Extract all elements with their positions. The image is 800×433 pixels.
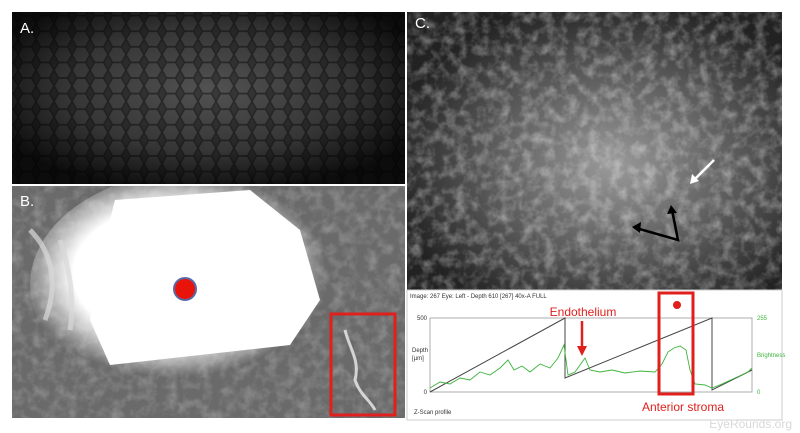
- zscan-caption: Z-Scan profile: [414, 410, 452, 416]
- pin: [673, 301, 681, 309]
- panel-label: B.: [20, 193, 34, 210]
- annotation: Anterior stroma: [642, 400, 724, 414]
- zscan-header: Image: 267 Eye: Left - Depth 610 [267] 4…: [410, 294, 547, 300]
- zscan-panel: Image: 267 Eye: Left - Depth 610 [267] 4…: [406, 289, 785, 421]
- tick-label: 255: [757, 316, 768, 322]
- annotation: Endothelium: [550, 305, 617, 319]
- arrows: [632, 159, 715, 242]
- panel-label: A.: [20, 20, 34, 37]
- axis-label: Depth: [412, 348, 428, 354]
- panel-b: [12, 186, 405, 418]
- panel-a: [12, 12, 405, 184]
- axis-label: Brightness: [757, 353, 785, 359]
- marker-dot: [173, 277, 197, 301]
- highlight-box: [657, 291, 695, 396]
- axis-label: [µm]: [412, 356, 424, 362]
- tick-label: 0: [424, 390, 428, 396]
- panel-c: [407, 12, 782, 290]
- tick-label: 500: [417, 316, 428, 322]
- watermark: EyeRounds.org: [709, 417, 792, 431]
- tick-label: 0: [757, 390, 761, 396]
- panel-label: C.: [415, 15, 430, 32]
- arrow-head: [577, 346, 587, 356]
- highlight-box: [329, 312, 397, 417]
